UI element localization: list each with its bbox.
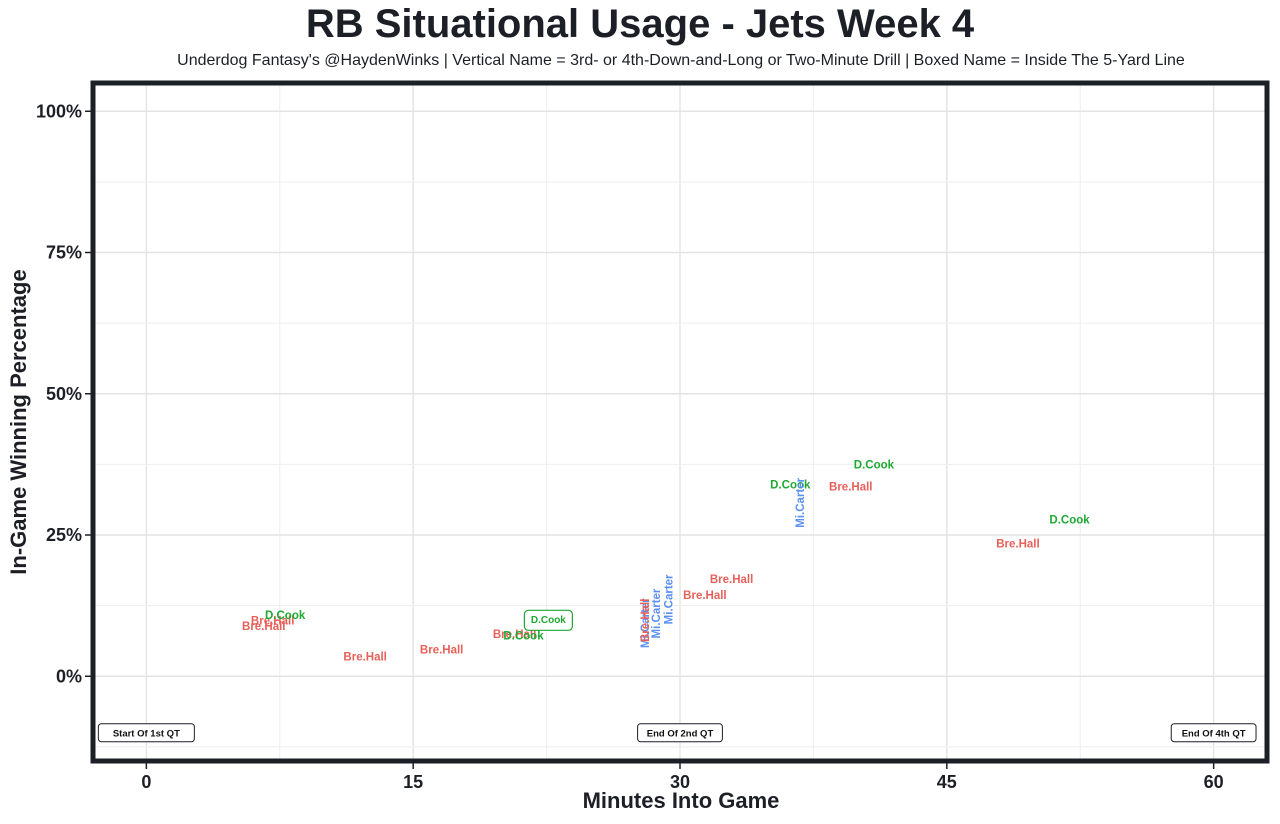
y-tick-label: 0% xyxy=(56,666,82,686)
quarter-marker-box xyxy=(1170,723,1257,743)
data-point-bre-hall: Bre.Hall xyxy=(343,652,386,664)
data-point-d-cook: D.Cook xyxy=(770,479,811,491)
data-point-bre-hall: Bre.Hall xyxy=(242,621,285,633)
data-point-d-cook: D.Cook xyxy=(854,460,895,472)
x-tick-label: 60 xyxy=(1204,772,1224,792)
data-labels: Bre.HallBre.HallD.CookBre.HallBre.HallBr… xyxy=(242,460,1090,664)
boxed-point-frame xyxy=(523,609,573,631)
y-axis-label: In-Game Winning Percentage xyxy=(6,269,31,575)
data-point-bre-hall: Bre.Hall xyxy=(683,590,726,602)
chart-subtitle: Underdog Fantasy's @HaydenWinks | Vertic… xyxy=(177,52,1185,69)
data-point-bre-hall: Bre.Hall xyxy=(829,482,872,494)
y-tick-label: 75% xyxy=(46,243,82,263)
quarter-marker-box xyxy=(97,723,195,743)
quarter-marker-label: Start Of 1st QT xyxy=(113,728,180,739)
x-tick-label: 45 xyxy=(937,772,957,792)
data-point-bre-hall: Bre.Hall xyxy=(493,629,536,641)
plot-border xyxy=(90,80,1270,764)
x-tick-label: 30 xyxy=(670,772,690,792)
data-point-bre-hall: Bre.Hall xyxy=(710,574,753,586)
axis-ticks: 0 15 30 45 60 0% 25% 50% 75% 100% xyxy=(36,101,1224,792)
grid-lines xyxy=(93,83,1267,761)
data-point-bre-hall: Bre.Hall xyxy=(251,615,294,627)
data-point-mi-carter: Mi.Carter xyxy=(663,574,675,624)
x-tick-label: 15 xyxy=(403,772,423,792)
quarter-marker-box xyxy=(637,723,723,743)
y-tick-label: 50% xyxy=(46,384,82,404)
data-point-d-cook: D.Cook xyxy=(265,610,306,622)
data-point-d-cook: D.Cook xyxy=(503,631,544,643)
data-point-mi-carter: Mi.Carter xyxy=(795,477,807,527)
data-point-d-cook: D.Cook xyxy=(1049,514,1090,526)
data-point-bre-hall: Bre.Hall xyxy=(640,599,652,642)
x-tick-label: 0 xyxy=(141,772,151,792)
y-tick-label: 100% xyxy=(36,101,82,121)
data-point-d-cook: D.Cook xyxy=(531,615,566,626)
quarter-marker-label: End Of 4th QT xyxy=(1182,728,1246,739)
quarter-markers: Start Of 1st QT End Of 2nd QT End Of 4th Q… xyxy=(97,723,1257,743)
data-point-mi-carter: Mi.Carter xyxy=(640,598,652,648)
data-point-bre-hall: Bre.Hall xyxy=(420,644,463,656)
x-axis-label: Minutes Into Game xyxy=(582,788,780,813)
y-tick-label: 25% xyxy=(46,525,82,545)
data-point-bre-hall: Bre.Hall xyxy=(996,539,1039,551)
data-point-mi-carter: Mi.Carter xyxy=(651,588,663,638)
quarter-marker-label: End Of 2nd QT xyxy=(647,728,714,739)
chart-title: RB Situational Usage - Jets Week 4 xyxy=(305,2,975,46)
